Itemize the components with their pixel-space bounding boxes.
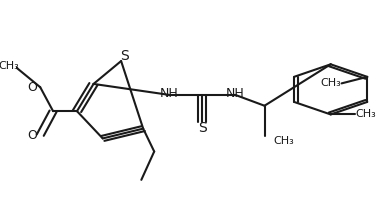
Text: O: O xyxy=(27,81,37,94)
Text: CH₃: CH₃ xyxy=(355,109,376,119)
Text: O: O xyxy=(27,129,37,142)
Text: CH₃: CH₃ xyxy=(274,136,295,146)
Text: NH: NH xyxy=(226,87,245,100)
Text: CH₃: CH₃ xyxy=(320,78,341,88)
Text: S: S xyxy=(198,121,206,135)
Text: S: S xyxy=(121,49,129,63)
Text: CH₃: CH₃ xyxy=(0,61,19,72)
Text: NH: NH xyxy=(159,87,178,100)
